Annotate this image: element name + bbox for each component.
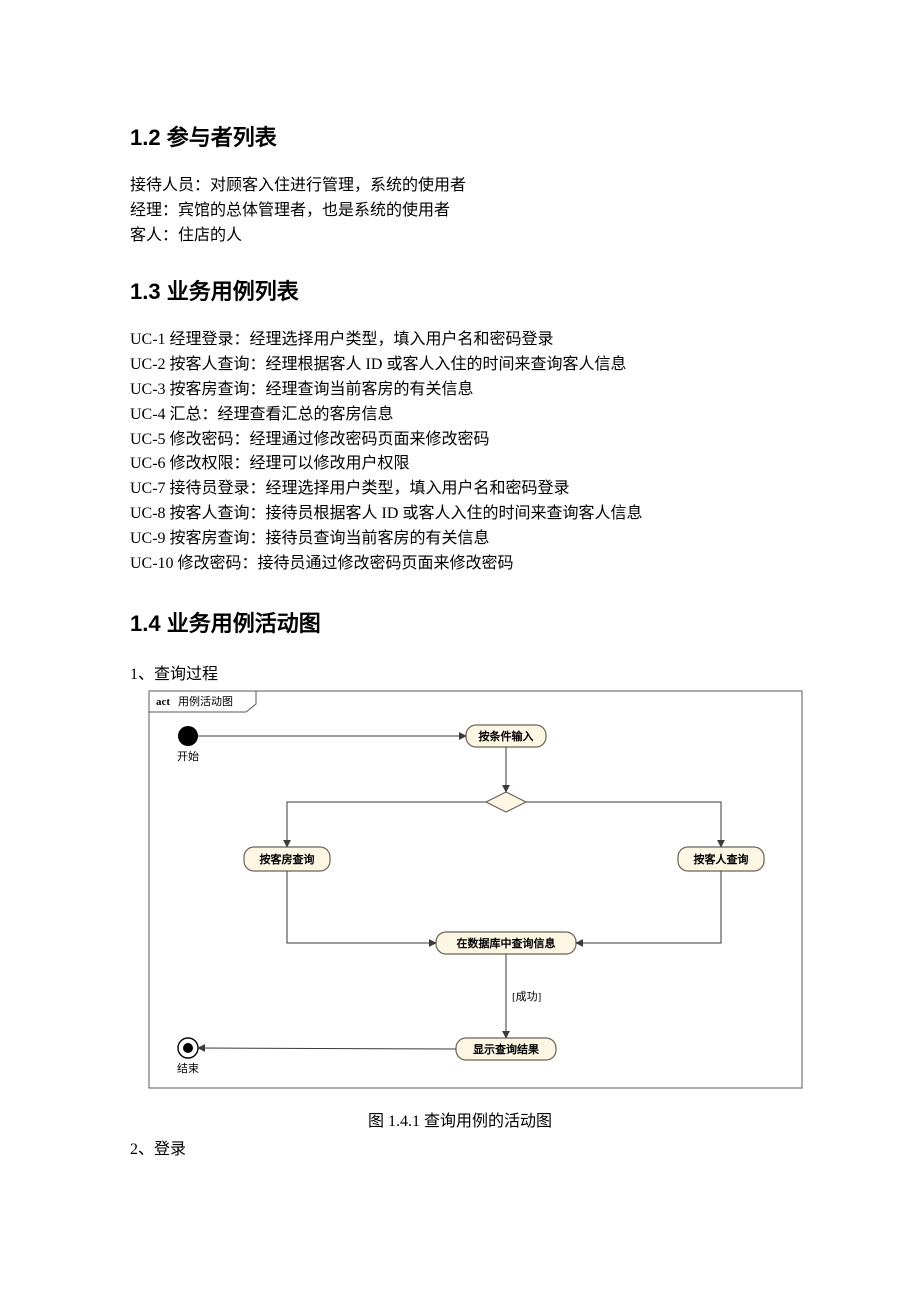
uc-item: UC-3 按客房查询：经理查询当前客房的有关信息 — [130, 378, 790, 403]
heading-1-2: 1.2 参与者列表 — [130, 120, 790, 152]
svg-text:[成功]: [成功] — [512, 990, 541, 1003]
uc-item: UC-5 修改密码：经理通过修改密码页面来修改密码 — [130, 428, 790, 453]
heading-1-4: 1.4 业务用例活动图 — [130, 606, 790, 638]
svg-text:显示查询结果: 显示查询结果 — [473, 1042, 539, 1056]
svg-text:用例活动图: 用例活动图 — [178, 694, 233, 708]
activity-diagram: act 用例活动图开始 按条件输入按客房查询 按客人查询在数据库中查询信息显示查询结果… — [148, 690, 803, 1095]
svg-text:开始: 开始 — [177, 749, 199, 763]
uc-item: UC-8 按客人查询：接待员根据客人 ID 或客人入住的时间来查询客人信息 — [130, 502, 790, 527]
activity-diagram-svg: act 用例活动图开始 按条件输入按客房查询 按客人查询在数据库中查询信息显示查询结果… — [148, 690, 803, 1090]
svg-text:按客房查询: 按客房查询 — [260, 852, 315, 866]
svg-text:act: act — [156, 696, 170, 708]
svg-text:在数据库中查询信息: 在数据库中查询信息 — [457, 936, 556, 950]
usecase-list: UC-1 经理登录：经理选择用户类型，填入用户名和密码登录 UC-2 按客人查询… — [130, 328, 790, 576]
diagram-item-2-label: 2、登录 — [130, 1135, 790, 1159]
heading-1-3: 1.3 业务用例列表 — [130, 274, 790, 306]
svg-text:结束: 结束 — [177, 1062, 199, 1075]
uc-item: UC-2 按客人查询：经理根据客人 ID 或客人入住的时间来查询客人信息 — [130, 353, 790, 378]
uc-item: UC-9 按客房查询：接待员查询当前客房的有关信息 — [130, 527, 790, 552]
diagram-item-1-label: 1、查询过程 — [130, 660, 790, 684]
actor-list: 接待人员：对顾客入住进行管理，系统的使用者 经理：宾馆的总体管理者，也是系统的使… — [130, 174, 790, 248]
actor-line: 经理：宾馆的总体管理者，也是系统的使用者 — [130, 199, 790, 224]
actor-line: 客人：住店的人 — [130, 224, 790, 249]
document-page: 1.2 参与者列表 接待人员：对顾客入住进行管理，系统的使用者 经理：宾馆的总体… — [0, 0, 920, 1302]
uc-item: UC-10 修改密码：接待员通过修改密码页面来修改密码 — [130, 552, 790, 577]
actor-line: 接待人员：对顾客入住进行管理，系统的使用者 — [130, 174, 790, 199]
uc-item: UC-7 接待员登录：经理选择用户类型，填入用户名和密码登录 — [130, 477, 790, 502]
uc-item: UC-4 汇总：经理查看汇总的客房信息 — [130, 403, 790, 428]
svg-text:按条件输入: 按条件输入 — [479, 729, 534, 743]
uc-item: UC-1 经理登录：经理选择用户类型，填入用户名和密码登录 — [130, 328, 790, 353]
figure-caption: 图 1.4.1 查询用例的活动图 — [130, 1107, 790, 1131]
uc-item: UC-6 修改权限：经理可以修改用户权限 — [130, 452, 790, 477]
svg-text:按客人查询: 按客人查询 — [694, 852, 749, 866]
